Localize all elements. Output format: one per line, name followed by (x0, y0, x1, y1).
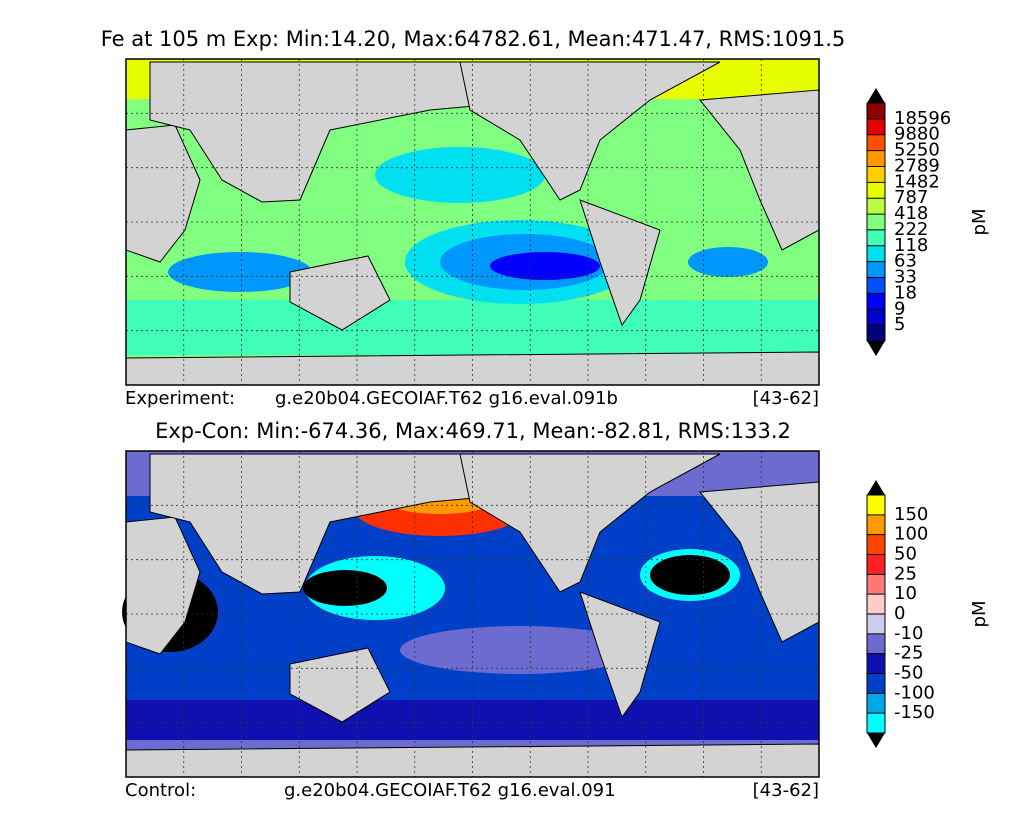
colorbar-label: 418 (894, 203, 928, 224)
panel-title: Exp-Con: Min:-674.36, Max:469.71, Mean:-… (155, 419, 791, 443)
colorbar-label: 2789 (894, 155, 940, 176)
colorbar-segment (867, 277, 885, 294)
colorbar-extend (867, 480, 885, 495)
colorbar-label: 1482 (894, 171, 940, 192)
colorbar-label: -150 (894, 702, 935, 723)
case-name: g.e20b04.GECOIAF.T62 g16.eval.091 (284, 780, 616, 801)
colorbar-label: 5 (894, 314, 905, 335)
colorbar-segment (867, 166, 885, 183)
colorbar-segment (867, 293, 885, 310)
land (125, 453, 820, 778)
colorbar-segment (867, 514, 885, 535)
map-frame (125, 58, 820, 386)
colorbar-segment (867, 633, 885, 654)
colorbar-segment (867, 614, 885, 635)
colorbar-label: 10 (894, 583, 917, 604)
colorbar-segment (867, 245, 885, 262)
colorbar-label: -10 (894, 623, 923, 644)
colorbar-unit: pM (969, 601, 990, 628)
colorbar-segment (867, 150, 885, 167)
panel-title: Fe at 105 m Exp: Min:14.20, Max:64782.61… (101, 27, 846, 51)
colorbar-segment (867, 673, 885, 694)
gyre (375, 147, 545, 203)
colorbar-segment (867, 693, 885, 714)
colorbar-segment (867, 713, 885, 734)
colorbar-label: 0 (894, 603, 905, 624)
colorbar-segment (867, 214, 885, 231)
colorbar-label: 5250 (894, 140, 940, 161)
colorbar-label: 9880 (894, 124, 940, 145)
footer-label: Control: (125, 780, 196, 801)
colorbar-extend (867, 341, 885, 356)
colorbar-unit: pM (969, 209, 990, 236)
colorbar-segment (867, 574, 885, 595)
colorbar-extend (867, 88, 885, 103)
colorbar-segment (867, 229, 885, 247)
colorbar-label: 18 (894, 282, 917, 303)
colorbar-label: 222 (894, 219, 928, 240)
colorbar-segment (867, 134, 885, 151)
colorbar-label: 18596 (894, 108, 951, 129)
colorbar-label: 118 (894, 235, 928, 256)
colorbar-segment (867, 118, 885, 136)
colorbar-segment (867, 534, 885, 555)
colorbar-label: -100 (894, 682, 935, 703)
footer-label: Experiment: (125, 388, 235, 409)
map-frame (125, 450, 820, 778)
colorbar-segment (867, 182, 885, 199)
colorbar-segment (867, 594, 885, 615)
gyre (168, 252, 312, 292)
ocean-band (126, 300, 819, 355)
colorbar-segment (867, 554, 885, 575)
colorbar-label: -50 (894, 663, 923, 684)
case-name: g.e20b04.GECOIAF.T62 g16.eval.091b (275, 388, 618, 409)
colorbar-segment (867, 325, 885, 342)
colorbar-label: 25 (894, 563, 917, 584)
colorbar-segment (867, 309, 885, 326)
colorbar-label: 50 (894, 544, 917, 565)
anomaly (400, 626, 640, 674)
colorbar-extend (867, 733, 885, 748)
colorbar-label: 63 (894, 251, 917, 272)
colorbar-label: 33 (894, 267, 917, 288)
colorbar-label: -25 (894, 643, 923, 664)
colorbar-label: 787 (894, 187, 928, 208)
colorbar-label: 150 (894, 504, 928, 525)
gyre (688, 247, 768, 277)
colorbar-frame (866, 102, 886, 342)
colorbar-segment (867, 198, 885, 215)
years: [43-62] (753, 388, 819, 409)
colorbar-segment (867, 653, 885, 674)
anomaly (650, 555, 730, 595)
colorbar-segment (867, 261, 885, 278)
colorbar-segment (867, 103, 885, 120)
years: [43-62] (753, 780, 819, 801)
colorbar-segment (867, 495, 885, 516)
colorbar-label: 100 (894, 524, 928, 545)
gyre (490, 252, 600, 280)
anomaly (303, 570, 387, 606)
colorbar-label: 9 (894, 298, 905, 319)
